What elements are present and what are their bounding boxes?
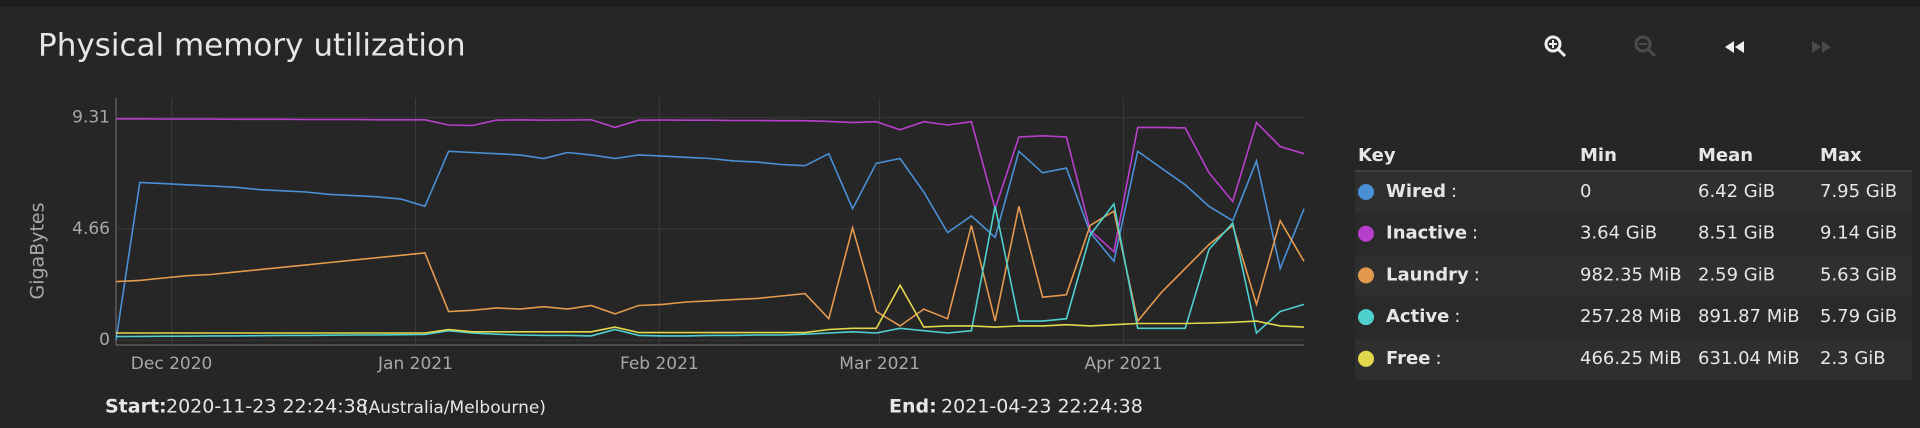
- table-cell: 891.87 MiB: [1698, 306, 1800, 327]
- table-cell: 466.25 MiB: [1580, 348, 1682, 369]
- legend-swatch: [1358, 350, 1374, 367]
- y-tick-label: 4.66: [72, 219, 110, 239]
- legend-separator: :: [1474, 264, 1480, 285]
- table-cell: 5.63 GiB: [1820, 264, 1897, 285]
- legend-label: Inactive: [1386, 223, 1467, 244]
- series-line: [115, 206, 1305, 327]
- legend-name: Free:: [1386, 348, 1442, 369]
- x-tick-label: Jan 2021: [377, 354, 453, 374]
- legend-swatch: [1358, 184, 1374, 200]
- table-header: Key: [1358, 145, 1396, 166]
- x-tick-label: Dec 2020: [131, 354, 213, 374]
- table-cell: 2.3 GiB: [1820, 348, 1886, 369]
- y-axis-label: GigaBytes: [27, 202, 49, 299]
- legend-label: Laundry: [1386, 264, 1469, 285]
- zoom-out-button[interactable]: [1634, 35, 1657, 58]
- legend-separator: :: [1472, 223, 1478, 244]
- table-row: [1355, 172, 1912, 213]
- start-label: Start:: [105, 396, 167, 418]
- table-cell: 0: [1580, 181, 1591, 202]
- timezone: (Australia/Melbourne): [362, 398, 546, 418]
- table-cell: 7.95 GiB: [1820, 181, 1897, 202]
- legend-swatch: [1358, 225, 1374, 242]
- table-header: Min: [1580, 145, 1617, 166]
- table-header: Max: [1820, 145, 1862, 166]
- table-cell: 982.35 MiB: [1580, 264, 1682, 285]
- legend-separator: :: [1435, 348, 1441, 369]
- legend-separator: :: [1454, 306, 1460, 327]
- table-row: [1355, 297, 1912, 339]
- zoom-in-button[interactable]: [1544, 35, 1567, 58]
- table-row: [1355, 338, 1912, 380]
- start-value: 2020-11-23 22:24:38: [166, 396, 368, 418]
- table-cell: 257.28 MiB: [1580, 306, 1682, 327]
- x-tick-label: Feb 2021: [620, 354, 699, 374]
- legend-name: Laundry:: [1386, 264, 1480, 285]
- y-tick-label: 0: [99, 330, 110, 350]
- legend-swatch: [1358, 267, 1374, 284]
- series-line: [116, 283, 1305, 334]
- legend-name: Active:: [1386, 306, 1460, 327]
- legend-label: Active: [1386, 306, 1449, 327]
- legend-separator: :: [1451, 181, 1457, 202]
- legend-name: Inactive:: [1386, 223, 1478, 244]
- rewind-button[interactable]: [1725, 41, 1744, 53]
- series-line: [116, 118, 1305, 254]
- x-tick-label: Mar 2021: [839, 354, 920, 374]
- table-cell: 8.51 GiB: [1698, 223, 1775, 244]
- legend-label: Free: [1386, 348, 1430, 369]
- table-cell: 6.42 GiB: [1698, 181, 1775, 202]
- y-tick-label: 9.31: [72, 108, 110, 128]
- table-cell: 2.59 GiB: [1698, 264, 1775, 285]
- end-value: 2021-04-23 22:24:38: [941, 396, 1143, 418]
- table-row: [1355, 255, 1912, 297]
- table-cell: 5.79 GiB: [1820, 306, 1897, 327]
- table-cell: 3.64 GiB: [1580, 223, 1657, 244]
- x-tick-label: Apr 2021: [1085, 354, 1163, 374]
- legend-swatch: [1358, 309, 1374, 326]
- table-cell: 9.14 GiB: [1820, 223, 1897, 244]
- legend-name: Wired:: [1386, 181, 1457, 202]
- end-label: End:: [889, 396, 937, 418]
- table-row: [1355, 213, 1912, 255]
- table-cell: 631.04 MiB: [1698, 348, 1800, 369]
- forward-button[interactable]: [1812, 41, 1831, 53]
- series-line: [115, 201, 1305, 338]
- series-line: [115, 149, 1305, 341]
- table-header: Mean: [1698, 145, 1753, 166]
- legend-label: Wired: [1386, 181, 1446, 202]
- chart-title: Physical memory utilization: [38, 28, 466, 64]
